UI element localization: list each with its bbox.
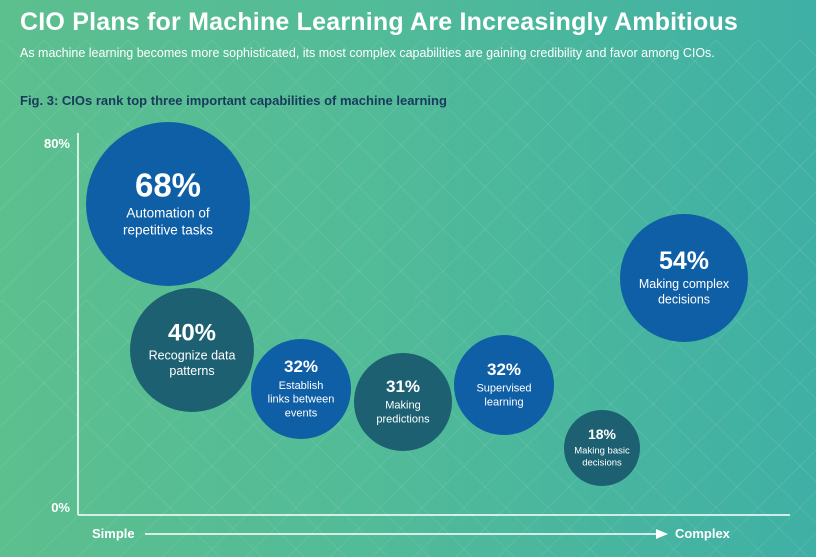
bubble-label: Recognize data — [149, 348, 236, 362]
background-chevron — [0, 39, 389, 557]
background-chevron — [245, 39, 767, 557]
y-tick-top: 80% — [44, 136, 70, 151]
bubble-label: decisions — [582, 458, 622, 469]
bubble-circle — [354, 353, 452, 451]
bubble-circle — [130, 288, 254, 412]
bubble-label: Automation of — [126, 205, 210, 220]
bubble-label: learning — [484, 396, 523, 408]
x-label-simple: Simple — [92, 526, 135, 541]
bubble-circle — [454, 335, 554, 435]
bubble-value: 32% — [284, 357, 318, 376]
bubble-label: Making complex — [639, 277, 730, 291]
bubble-circle — [564, 410, 640, 486]
background-chevron — [0, 39, 347, 557]
bubble-label: Supervised — [476, 383, 531, 395]
bubble: 68%Automation of repetitive tasks — [86, 122, 250, 286]
page-title: CIO Plans for Machine Learning Are Incre… — [20, 8, 739, 36]
bubble-value: 32% — [487, 360, 521, 379]
bubble-circle — [86, 122, 250, 286]
bubble-label: Establish — [279, 380, 324, 392]
bubble-label: events — [285, 407, 318, 419]
bubble: 40%Recognize data patterns — [130, 288, 254, 412]
bubble-label: patterns — [169, 364, 214, 378]
background-chevron — [623, 107, 816, 557]
bubble-label: decisions — [658, 293, 710, 307]
figure-caption: Fig. 3: CIOs rank top three important ca… — [20, 93, 447, 108]
background-chevron — [203, 39, 725, 557]
bubble-value: 40% — [168, 320, 216, 347]
background-chevron — [581, 65, 816, 557]
bubble-label: Making basic — [574, 446, 630, 457]
bubble-value: 18% — [588, 426, 617, 442]
bubble: 54% Making complex decisions — [620, 214, 748, 342]
bubble-value: 31% — [386, 377, 420, 396]
bubble-label: predictions — [376, 413, 430, 425]
direction-arrow-head — [656, 529, 668, 539]
x-label-complex: Complex — [675, 526, 731, 541]
bubbles-group: 68%Automation of repetitive tasks 40%Recog… — [86, 122, 748, 486]
page-subtitle: As machine learning becomes more sophist… — [20, 46, 715, 60]
background-chevron — [0, 39, 515, 557]
bubble-label: links between — [268, 394, 335, 406]
background-chevron — [665, 149, 816, 557]
background-chevron — [707, 191, 816, 557]
y-tick-bottom: 0% — [51, 500, 70, 515]
background-chevron — [287, 39, 809, 557]
bubble-label: Making — [385, 400, 420, 412]
bubble-label: repetitive tasks — [123, 222, 213, 237]
bubble-value: 54% — [659, 247, 709, 275]
bubble-value: 68% — [135, 167, 201, 204]
bubble-circle — [251, 339, 351, 439]
background-chevron — [329, 39, 816, 557]
bubble-circle — [620, 214, 748, 342]
